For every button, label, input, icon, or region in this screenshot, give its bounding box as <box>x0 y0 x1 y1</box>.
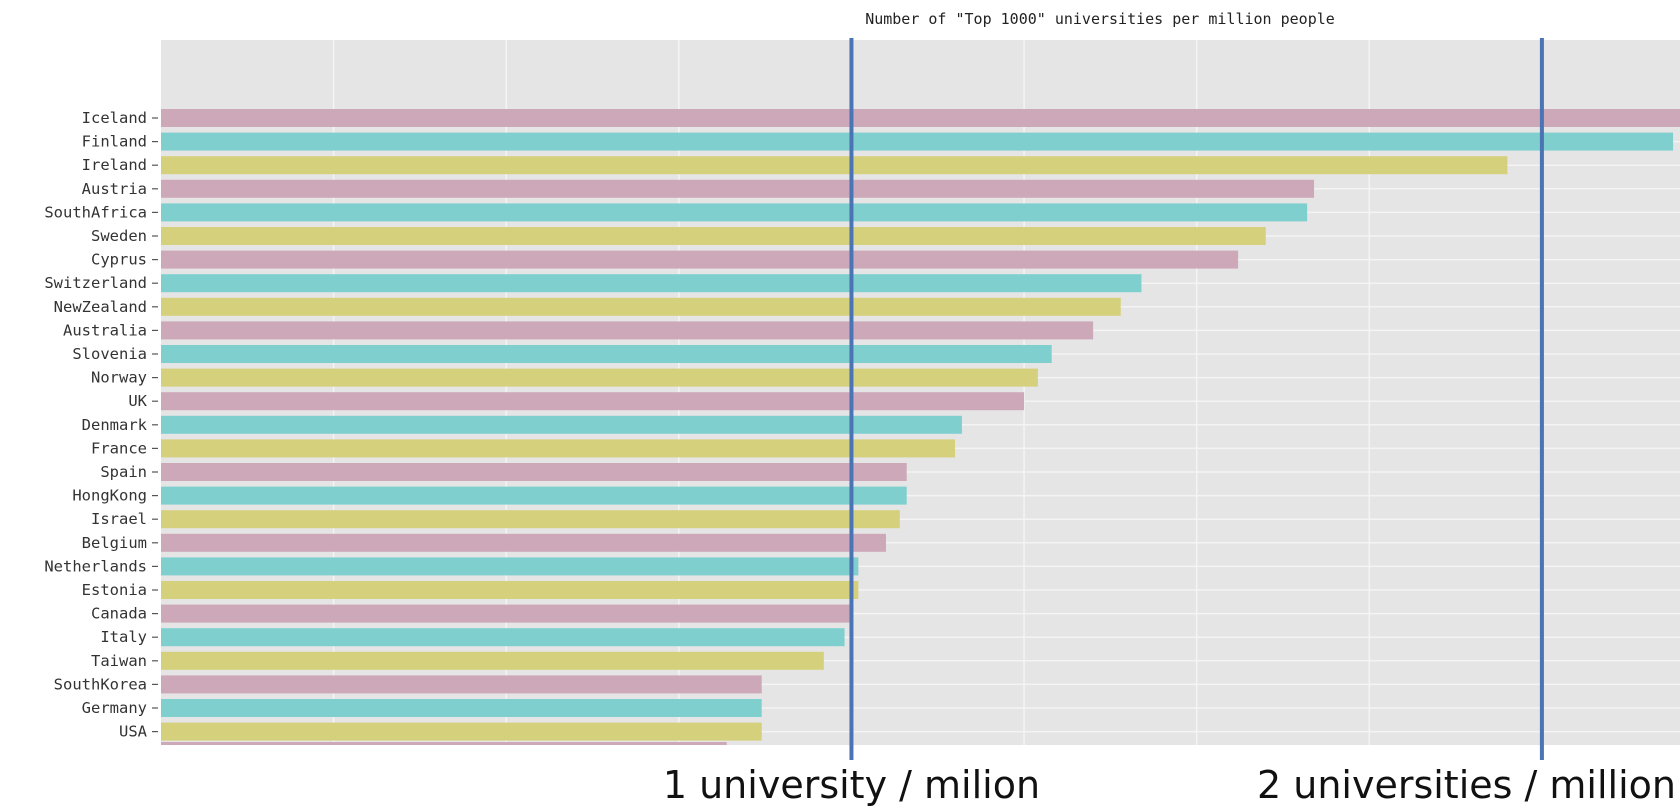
bar-france <box>161 439 956 458</box>
category-label: Germany <box>82 699 147 717</box>
bar-norway <box>161 368 1038 387</box>
category-label: Spain <box>100 463 147 481</box>
category-label: Norway <box>91 369 147 387</box>
bar-italy <box>161 628 845 647</box>
category-label: Iceland <box>82 109 147 127</box>
category-label: USA <box>119 723 148 741</box>
category-label: France <box>91 439 147 457</box>
bar-sweden <box>161 227 1266 245</box>
bar-switzerland <box>161 274 1142 293</box>
bar-canada <box>161 604 852 623</box>
bar-netherlands <box>161 557 859 576</box>
bar-austria <box>161 179 1315 198</box>
category-label: Belgium <box>82 534 147 552</box>
bar-iceland <box>161 109 1680 127</box>
category-label: Denmark <box>82 416 148 434</box>
reference-label-1: 1 university / milion <box>663 763 1040 806</box>
category-label: Austria <box>82 180 147 198</box>
bar-partial <box>161 742 727 745</box>
category-label: Israel <box>91 510 147 528</box>
bar-southkorea <box>161 675 762 694</box>
category-label: SouthAfrica <box>44 203 147 221</box>
bar-newzealand <box>161 297 1121 316</box>
category-label: UK <box>128 392 147 410</box>
category-label: Sweden <box>91 227 147 245</box>
bar-germany <box>161 699 762 717</box>
category-label: Italy <box>100 628 147 646</box>
category-label: Netherlands <box>44 557 147 575</box>
category-label: NewZealand <box>54 298 147 316</box>
bar-israel <box>161 510 900 529</box>
bar-taiwan <box>161 651 824 670</box>
bar-denmark <box>161 415 962 434</box>
category-label: Australia <box>63 321 147 339</box>
category-label: Taiwan <box>91 652 147 670</box>
bar-australia <box>161 321 1094 340</box>
bars <box>161 109 1680 745</box>
bar-ireland <box>161 156 1508 175</box>
category-label: Canada <box>91 605 147 623</box>
category-label: SouthKorea <box>54 675 147 693</box>
category-label: Estonia <box>82 581 147 599</box>
bar-finland <box>161 132 1674 151</box>
category-label: HongKong <box>72 487 147 505</box>
category-label: Finland <box>82 133 147 151</box>
reference-label-2: 2 universities / million <box>1257 763 1676 806</box>
bar-slovenia <box>161 345 1052 363</box>
reference-lines: 1 university / milion 2 universities / mi… <box>663 38 1676 806</box>
category-labels: Iceland Finland Ireland Austria SouthAfrica S… <box>44 109 158 741</box>
bar-belgium <box>161 533 886 552</box>
bar-uk <box>161 392 1025 411</box>
bar-spain <box>161 463 907 481</box>
category-label: Switzerland <box>44 274 147 292</box>
bar-usa <box>161 722 762 741</box>
bar-cyprus <box>161 250 1239 269</box>
chart-title: Number of "Top 1000" universities per mi… <box>865 10 1335 28</box>
category-label: Slovenia <box>72 345 147 363</box>
bar-estonia <box>161 581 859 599</box>
category-label: Cyprus <box>91 251 147 269</box>
bar-hongkong <box>161 486 907 505</box>
category-label: Ireland <box>82 156 147 174</box>
bar-southafrica <box>161 203 1308 222</box>
